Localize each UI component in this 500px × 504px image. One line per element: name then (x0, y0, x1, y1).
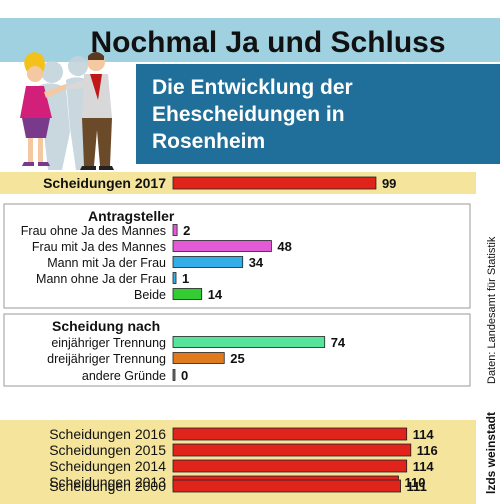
bar (172, 240, 272, 252)
category-label: dreijähriger Trennung (47, 352, 166, 366)
bar (172, 352, 225, 364)
value-label: 34 (249, 255, 264, 270)
bar (172, 459, 408, 473)
bar (172, 256, 244, 268)
bar (172, 272, 177, 284)
group-heading: Antragsteller (88, 208, 175, 224)
category-label: Mann ohne Ja der Frau (36, 272, 166, 286)
value-label: 99 (382, 176, 396, 191)
category-label: Beide (134, 288, 166, 302)
man-figure (66, 52, 114, 170)
bar (172, 427, 408, 441)
bar (172, 369, 176, 381)
category-label: Scheidungen 2017 (43, 175, 166, 191)
value-label: 114 (413, 459, 435, 474)
value-label: 111 (407, 479, 427, 494)
category-label: Scheidungen 2015 (49, 442, 166, 458)
value-label: 110 (405, 475, 426, 490)
category-label: andere Gründe (82, 369, 166, 383)
value-label: 25 (230, 351, 244, 366)
woman-figure (20, 52, 68, 166)
subtitle-line-1: Die Entwicklung der (152, 76, 353, 99)
bar (172, 224, 178, 236)
bar (172, 176, 377, 190)
category-label: einjähriger Trennung (51, 336, 166, 350)
category-label: Scheidungen 2014 (49, 458, 166, 474)
value-label: 114 (413, 427, 435, 442)
category-label: Mann mit Ja der Frau (47, 256, 166, 270)
subtitle-band (136, 64, 500, 164)
subtitle-line-3: Rosenheim (152, 130, 265, 153)
value-label: 14 (208, 287, 223, 302)
value-label: 1 (182, 271, 189, 286)
bar (172, 479, 401, 493)
source-note: Daten: Landesamt für Statistik (486, 236, 498, 384)
value-label: 2 (183, 223, 190, 238)
subtitle-line-2: Ehescheidungen in (152, 103, 345, 126)
category-label: Scheidungen 2000 (49, 478, 166, 494)
value-label: 74 (331, 335, 346, 350)
value-label: 48 (277, 239, 291, 254)
value-label: 116 (417, 443, 438, 458)
category-label: Frau ohne Ja des Mannes (21, 224, 166, 238)
category-label: Scheidungen 2016 (49, 426, 166, 442)
value-label: 0 (181, 368, 188, 383)
chart-title: Nochmal Ja und Schluss (90, 26, 445, 59)
bar (172, 288, 203, 300)
category-label: Scheidungen 2013 (49, 474, 166, 490)
title-band (0, 18, 500, 62)
bar (172, 443, 412, 457)
bar (172, 336, 326, 348)
group-box (3, 203, 471, 309)
couple-illustration (20, 52, 114, 170)
category-label: Frau mit Ja des Mannes (32, 240, 166, 254)
group-box (3, 313, 471, 387)
credit-note: lzds weinstadt (484, 412, 498, 494)
group-heading: Scheidung nach (52, 318, 160, 334)
